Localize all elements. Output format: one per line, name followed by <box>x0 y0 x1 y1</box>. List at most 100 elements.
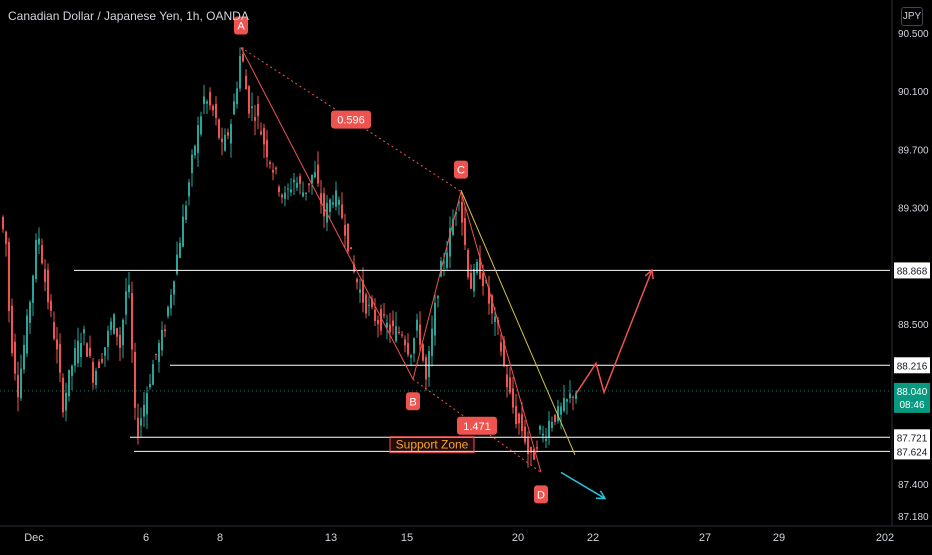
y-tick-label: 87.180 <box>898 512 929 523</box>
candle-body <box>185 205 187 220</box>
y-tick-label: 90.100 <box>898 87 929 98</box>
candle-body <box>428 351 430 378</box>
candle-body <box>383 314 385 316</box>
candle-body <box>338 199 340 205</box>
candle-body <box>452 219 454 235</box>
candle-body <box>212 105 214 111</box>
pattern-ratio-badge <box>331 110 371 129</box>
candle-body <box>26 315 28 354</box>
candle-body <box>269 162 271 165</box>
candle-body <box>422 344 424 361</box>
candle-body <box>134 352 136 408</box>
candle-body <box>290 189 292 193</box>
candle-body <box>224 134 226 151</box>
candle-body <box>14 341 16 374</box>
candle-body <box>146 393 148 415</box>
candle-body <box>341 204 343 219</box>
candle-body <box>491 295 493 314</box>
candle-body <box>140 418 142 426</box>
projection-down-arrow-head <box>595 490 607 500</box>
pattern-point-badge <box>406 392 420 411</box>
candle-body <box>479 257 481 279</box>
support-zone-label: Support Zone <box>396 438 469 452</box>
candle-body <box>323 193 325 217</box>
candle-body <box>467 249 469 278</box>
currency-label[interactable]: JPY <box>901 7 923 26</box>
pattern-ratio-badge <box>457 416 497 435</box>
candle-body <box>59 344 61 373</box>
y-tick-label: 89.700 <box>898 145 929 156</box>
candle-body <box>362 280 364 303</box>
candle-body <box>110 321 112 330</box>
candle-body <box>434 302 436 336</box>
candle-body <box>572 396 574 398</box>
pattern-point-badge <box>534 485 548 504</box>
y-tick-label: 89.300 <box>898 204 929 215</box>
candle-body <box>164 329 166 332</box>
x-tick-label: 29 <box>773 532 785 544</box>
y-tick-label: 87.400 <box>898 480 929 491</box>
candle-body <box>77 340 79 364</box>
x-tick-label: 13 <box>325 532 337 544</box>
candle-body <box>407 343 409 355</box>
candle-body <box>539 425 541 430</box>
pattern-point-label: D <box>537 489 545 501</box>
candle-body <box>170 294 172 309</box>
candle-body <box>50 300 52 311</box>
candle-body <box>245 75 247 90</box>
candle-body <box>44 269 46 282</box>
candle-body <box>119 334 121 348</box>
candle-body <box>80 343 82 357</box>
candle-body <box>2 216 4 230</box>
candle-body <box>41 245 43 264</box>
x-tick-label: 15 <box>401 532 413 544</box>
candle-body <box>158 343 160 362</box>
candle-body <box>203 96 205 104</box>
trendline <box>460 189 576 456</box>
candle-body <box>107 330 109 347</box>
candle-body <box>137 417 139 437</box>
candle-body <box>5 231 7 244</box>
candle-body <box>68 369 70 397</box>
level-price-label: 87.624 <box>897 447 928 458</box>
level-price-tag <box>894 443 930 460</box>
candle-body <box>305 192 307 194</box>
pattern-ratio-line <box>412 378 542 473</box>
candle-body <box>374 309 376 321</box>
x-tick-label: 202 <box>876 532 894 544</box>
candle-body <box>350 247 352 250</box>
candle-body <box>389 324 391 332</box>
projection-up-arrow-head <box>644 268 654 280</box>
pattern-point-label: B <box>409 396 416 408</box>
candle-body <box>230 124 232 144</box>
candle-body <box>476 261 478 274</box>
candle-body <box>266 139 268 158</box>
candle-body <box>53 322 55 339</box>
candle-body <box>263 128 265 145</box>
pattern-ratio-label: 0.596 <box>337 115 365 127</box>
pattern-leg-line <box>240 47 414 380</box>
candle-body <box>8 241 10 311</box>
pattern-leg-line <box>412 191 462 380</box>
candle-body <box>344 224 346 236</box>
candle-body <box>284 192 286 199</box>
candle-body <box>425 357 427 380</box>
projection-down-arrow <box>560 471 606 500</box>
candle-body <box>161 329 163 351</box>
candle-body <box>530 447 532 453</box>
candle-body <box>395 326 397 342</box>
candle-body <box>32 275 34 303</box>
candle-body <box>494 316 496 322</box>
candle-body <box>89 347 91 357</box>
candle-body <box>527 438 529 455</box>
candle-body <box>509 377 511 393</box>
candle-body <box>506 374 508 388</box>
candle-body <box>209 92 211 106</box>
y-tick-label: 88.500 <box>898 320 929 331</box>
candle-body <box>257 103 259 116</box>
pattern-point-badge <box>234 16 248 35</box>
candle-body <box>443 262 445 264</box>
candle-body <box>65 392 67 411</box>
